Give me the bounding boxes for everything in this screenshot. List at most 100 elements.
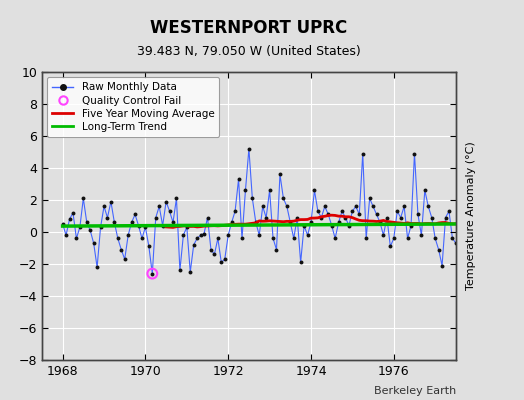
Point [186,269,194,275]
Point [203,214,212,221]
Point [193,235,201,242]
Point [151,214,160,221]
Point [255,232,264,238]
Point [214,235,222,242]
Point [96,224,105,230]
Point [248,195,257,202]
Point [303,232,312,238]
Point [258,203,267,210]
Text: WESTERNPORT UPRC: WESTERNPORT UPRC [150,19,347,37]
Point [328,222,336,229]
Point [141,224,150,230]
Point [86,227,94,234]
Point [282,203,291,210]
Point [407,222,415,229]
Point [400,203,408,210]
Point [200,230,208,237]
Point [83,219,91,226]
Point [59,221,67,227]
Point [383,214,391,221]
Point [293,214,301,221]
Point [500,251,508,258]
Point [510,264,519,270]
Point [69,210,77,216]
Point [441,214,450,221]
Point [521,219,524,226]
Point [196,232,205,238]
Point [162,198,170,205]
Point [262,214,270,221]
Point [279,195,288,202]
Legend: Raw Monthly Data, Quality Control Fail, Five Year Moving Average, Long-Term Tren: Raw Monthly Data, Quality Control Fail, … [47,77,220,137]
Point [100,203,108,210]
Point [134,222,143,229]
Point [428,214,436,221]
Point [324,211,332,218]
Point [307,219,315,226]
Point [497,243,505,250]
Point [504,240,512,246]
Point [393,208,401,214]
Point [210,251,219,258]
Point [145,243,153,250]
Point [486,235,495,242]
Point [62,232,70,238]
Point [172,195,181,202]
Point [462,243,471,250]
Point [286,219,294,226]
Point [373,211,381,218]
Point [386,243,395,250]
Point [300,222,308,229]
Point [148,270,157,277]
Point [369,203,377,210]
Point [507,219,515,226]
Point [217,259,225,266]
Point [348,208,357,214]
Point [421,187,429,194]
Point [148,270,157,277]
Point [517,214,524,221]
Point [417,232,425,238]
Point [117,246,125,253]
Point [276,171,284,178]
Point [266,187,274,194]
Point [176,267,184,274]
Point [410,150,419,157]
Point [221,256,229,262]
Point [321,203,329,210]
Point [252,219,260,226]
Point [103,214,112,221]
Point [310,187,319,194]
Point [483,203,491,210]
Point [72,235,81,242]
Point [90,240,98,246]
Point [190,242,198,248]
Point [469,222,477,229]
Text: 39.483 N, 79.050 W (United States): 39.483 N, 79.050 W (United States) [137,46,361,58]
Point [241,187,249,194]
Point [397,214,405,221]
Point [479,214,488,221]
Point [452,240,460,246]
Point [358,150,367,157]
Point [290,235,298,242]
Point [403,235,412,242]
Point [75,224,84,230]
Point [314,208,322,214]
Point [272,246,281,253]
Point [345,222,353,229]
Point [431,235,440,242]
Point [138,235,146,242]
Point [114,235,122,242]
Point [317,214,325,221]
Point [245,146,253,152]
Point [183,224,191,230]
Point [207,246,215,253]
Point [331,235,340,242]
Point [234,176,243,182]
Point [110,219,118,226]
Point [107,198,115,205]
Point [376,219,384,226]
Y-axis label: Temperature Anomaly (°C): Temperature Anomaly (°C) [466,142,476,290]
Point [473,219,481,226]
